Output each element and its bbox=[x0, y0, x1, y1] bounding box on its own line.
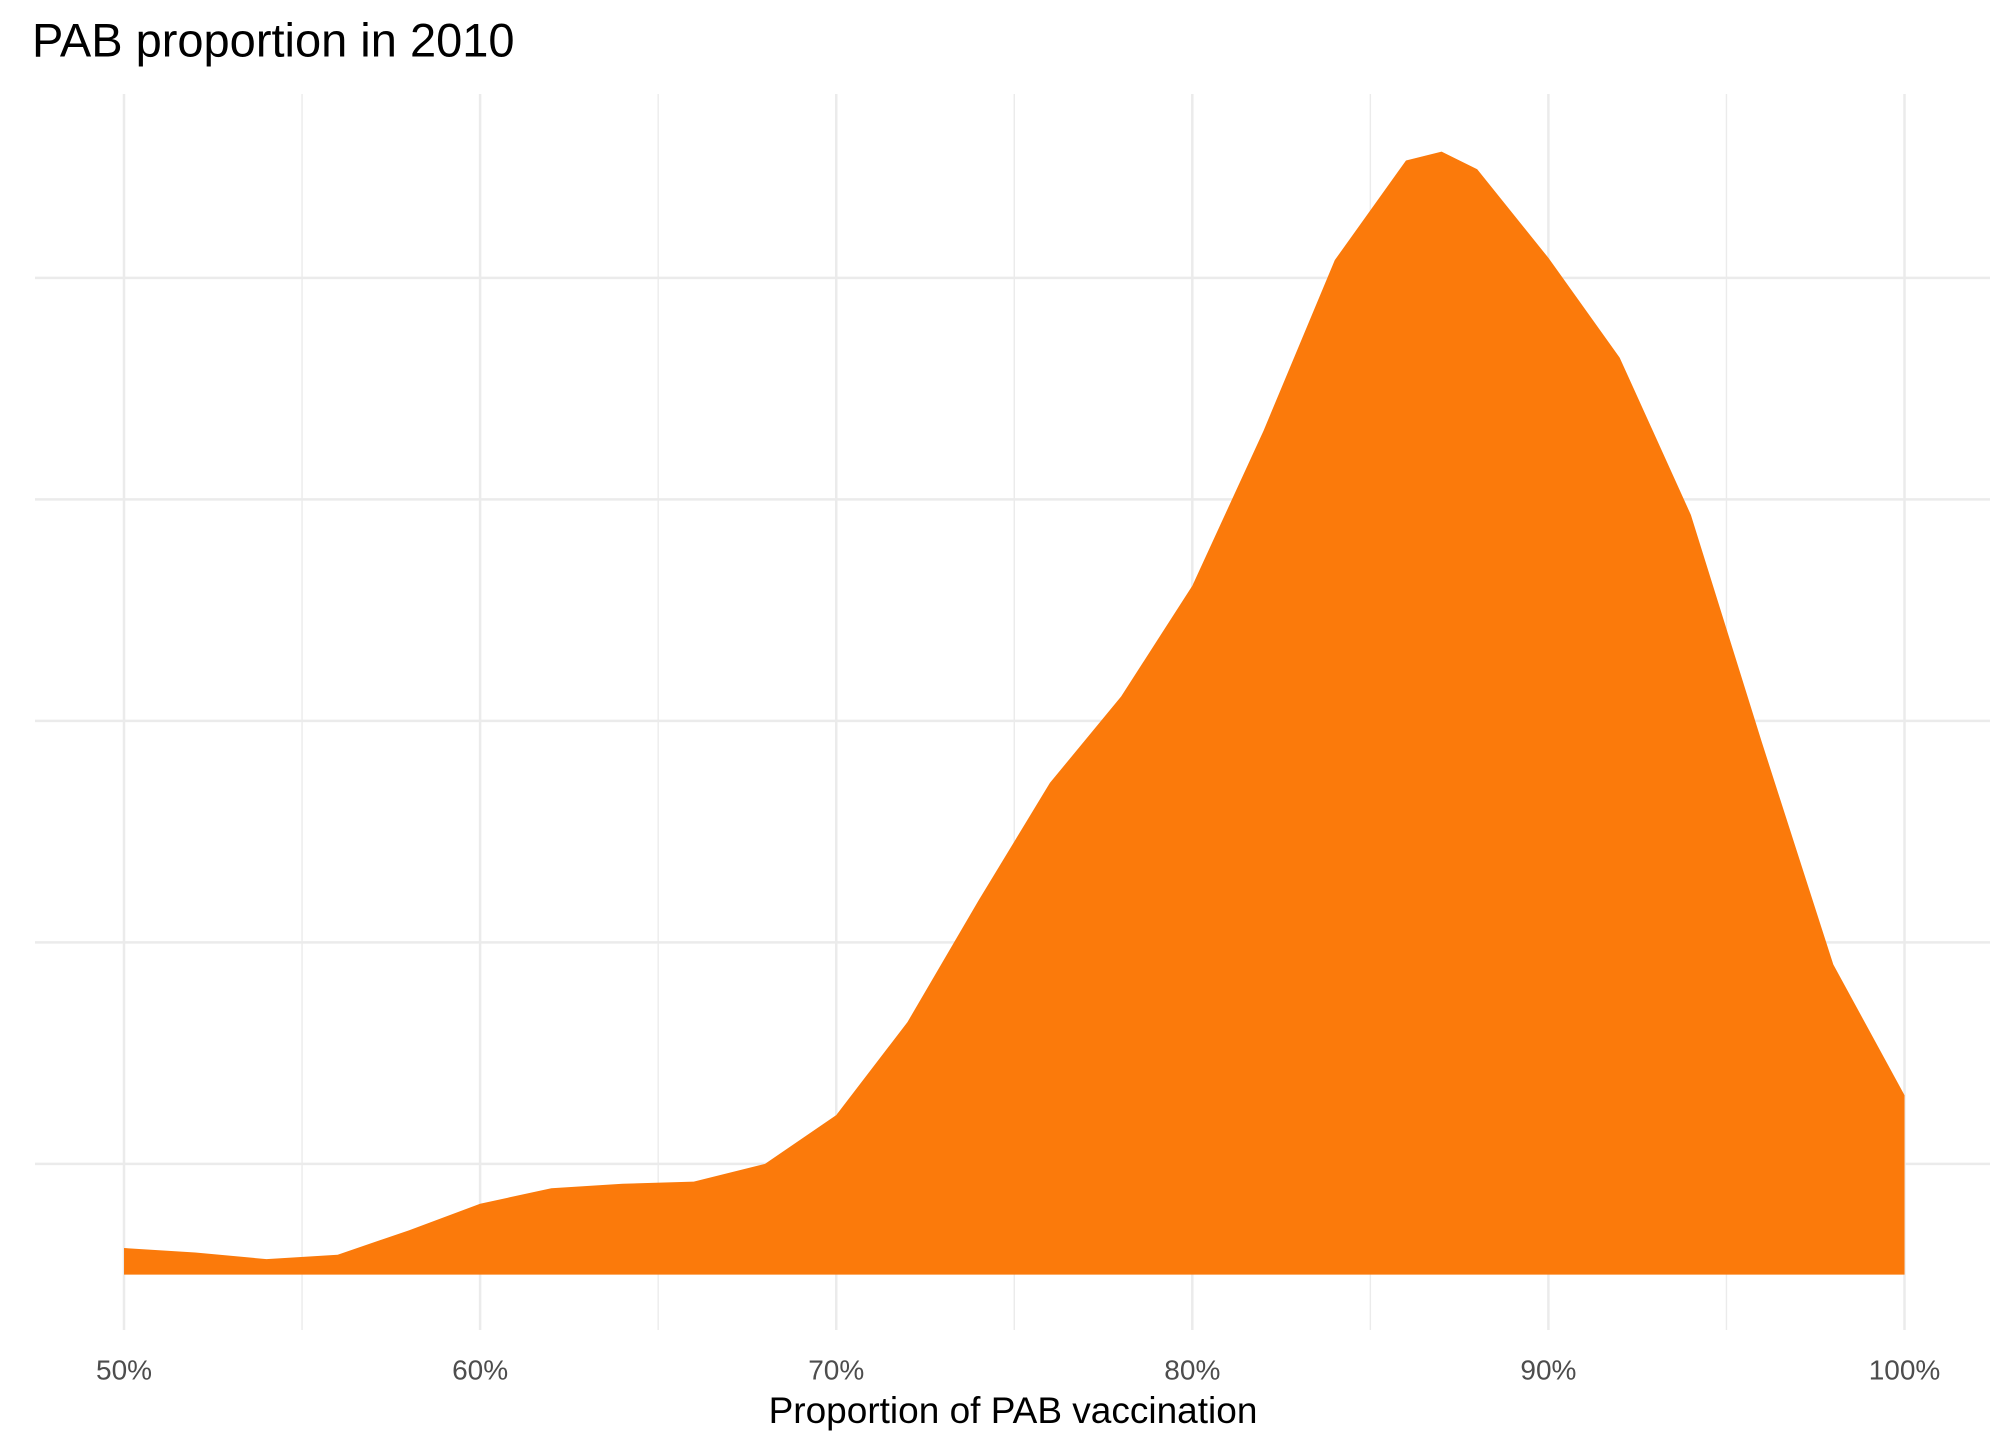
x-tick-label: 70% bbox=[808, 1354, 864, 1385]
x-axis-label: Proportion of PAB vaccination bbox=[769, 1390, 1258, 1431]
chart-title: PAB proportion in 2010 bbox=[32, 13, 515, 66]
x-tick-label: 60% bbox=[452, 1354, 508, 1385]
x-tick-label: 80% bbox=[1164, 1354, 1220, 1385]
x-tick-label: 50% bbox=[96, 1354, 152, 1385]
x-tick-label: 100% bbox=[1869, 1354, 1941, 1385]
x-tick-label: 90% bbox=[1520, 1354, 1576, 1385]
density-area bbox=[124, 151, 1905, 1275]
